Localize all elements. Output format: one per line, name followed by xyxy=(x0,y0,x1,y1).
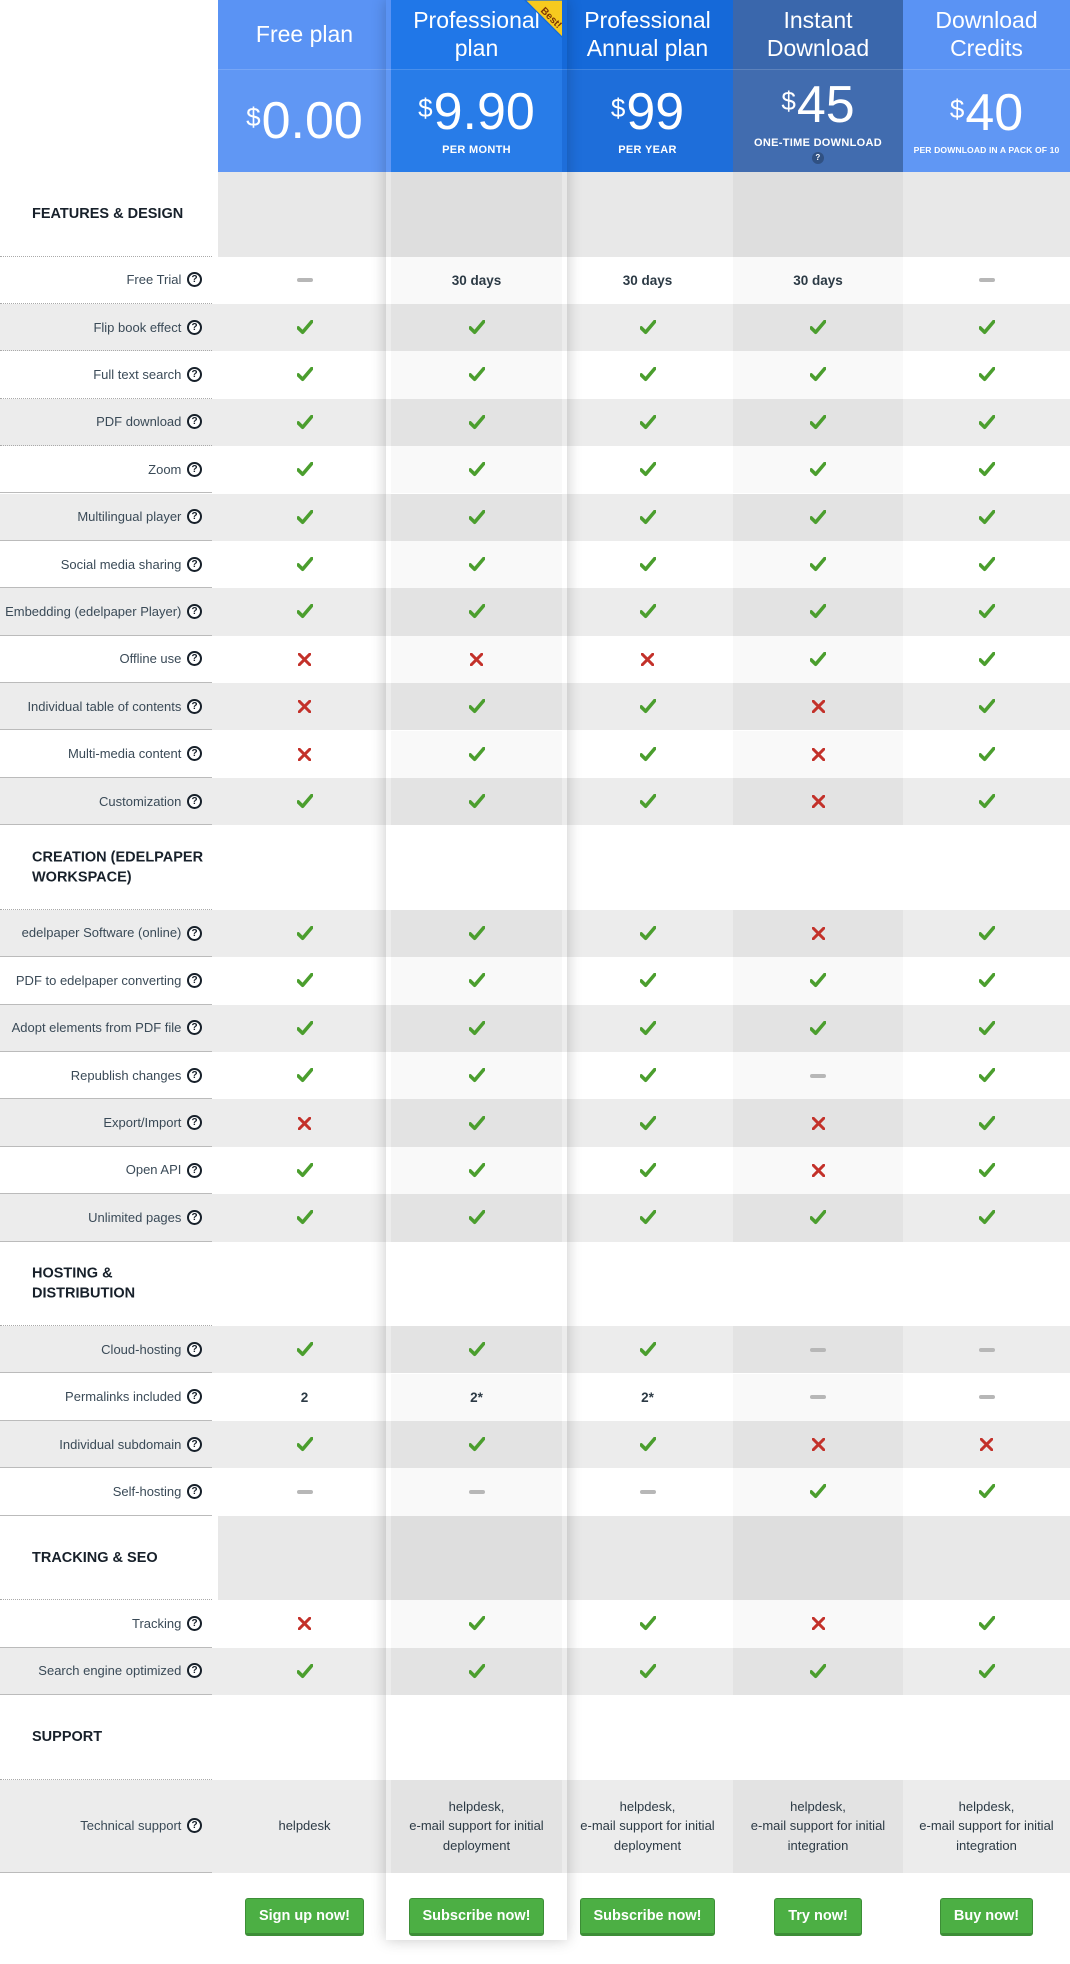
svg-text:Best!: Best! xyxy=(538,5,562,30)
